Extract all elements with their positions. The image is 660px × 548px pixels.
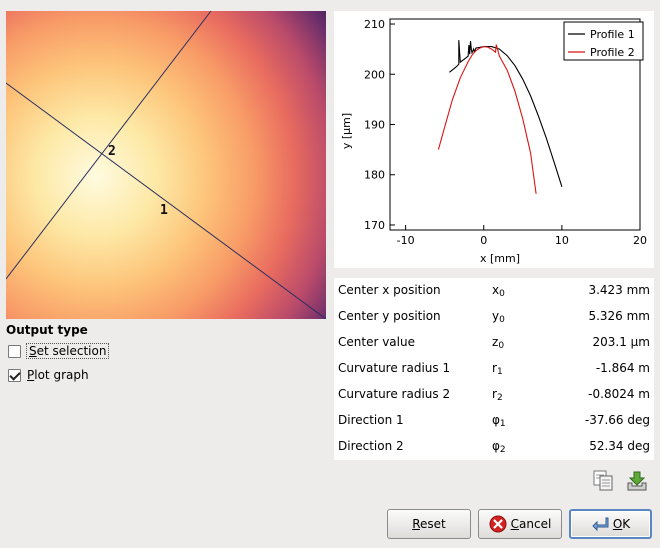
cancel-button[interactable]: Cancel <box>478 509 562 539</box>
result-symbol: φ1 <box>492 413 506 429</box>
copy-icon[interactable] <box>591 469 615 493</box>
series-line-profile-1 <box>449 40 563 187</box>
result-label: Direction 2 <box>338 439 404 453</box>
result-label: Center x position <box>338 283 441 297</box>
x-tick-label: 20 <box>633 234 647 247</box>
result-value: -37.66 deg <box>584 413 650 427</box>
result-symbol: x0 <box>492 283 505 299</box>
profile-line-2-label: 2 <box>108 144 116 159</box>
result-row-center-y: Center y position y0 5.326 mm <box>334 304 654 330</box>
plot-graph-checkbox[interactable]: Plot graph <box>8 366 89 384</box>
result-label: Curvature radius 1 <box>338 361 451 375</box>
height-map-image <box>6 11 326 319</box>
profile-line-1[interactable] <box>6 82 326 319</box>
result-label: Center value <box>338 335 415 349</box>
cancel-icon <box>489 515 507 533</box>
result-row-center-x: Center x position x0 3.423 mm <box>334 278 654 304</box>
legend: Profile 1 Profile 2 <box>563 21 644 61</box>
result-label: Curvature radius 2 <box>338 387 451 401</box>
y-tick-label: 210 <box>364 18 385 31</box>
legend-label-profile-2: Profile 2 <box>590 46 635 59</box>
result-symbol: r2 <box>492 387 503 403</box>
x-tick-label: -10 <box>397 234 415 247</box>
result-label: Center y position <box>338 309 441 323</box>
y-tick-label: 200 <box>364 68 385 81</box>
profile-graph: -10 0 10 20 170 180 190 200 210 Profile 1 Profil… <box>334 11 654 268</box>
save-icon[interactable] <box>625 469 649 493</box>
result-value: 203.1 µm <box>592 335 651 349</box>
result-symbol: φ2 <box>492 439 506 455</box>
y-tick-label: 190 <box>364 119 385 132</box>
x-tick-label: 10 <box>555 234 569 247</box>
profile-line-2[interactable] <box>6 11 212 280</box>
series-line-profile-2 <box>437 44 537 194</box>
result-value: 5.326 mm <box>588 309 650 323</box>
profile-line-1-label: 1 <box>160 203 168 218</box>
y-axis-label: y [µm] <box>340 113 353 149</box>
ok-button[interactable]: OK <box>569 509 652 539</box>
result-symbol: y0 <box>492 309 505 325</box>
result-value: 3.423 mm <box>588 283 650 297</box>
height-map-preview[interactable]: 1 2 <box>6 11 326 319</box>
result-symbol: z0 <box>492 335 505 351</box>
result-value: -0.8024 m <box>588 387 650 401</box>
legend-label-profile-1: Profile 1 <box>590 28 635 41</box>
legend-box <box>563 21 644 61</box>
x-tick-label: 0 <box>480 234 487 247</box>
y-tick-label: 170 <box>364 219 385 232</box>
plot-graph-box[interactable] <box>8 368 21 382</box>
result-value: 52.34 deg <box>589 439 650 453</box>
result-symbol: r1 <box>492 361 503 377</box>
result-row-curvature-1: Curvature radius 1 r1 -1.864 m <box>334 356 654 382</box>
result-label: Direction 1 <box>338 413 404 427</box>
output-type-heading: Output type <box>6 323 88 337</box>
set-selection-box[interactable] <box>8 344 21 358</box>
y-tick-label: 180 <box>364 169 385 182</box>
set-selection-label[interactable]: Set selection <box>25 343 110 359</box>
result-value: -1.864 m <box>595 361 650 375</box>
reset-button[interactable]: Reset <box>387 509 471 539</box>
result-row-curvature-2: Curvature radius 2 r2 -0.8024 m <box>334 382 654 408</box>
x-axis-label: x [mm] <box>480 252 520 265</box>
result-row-center-value: Center value z0 203.1 µm <box>334 330 654 356</box>
plot-graph-label[interactable]: Plot graph <box>27 368 89 382</box>
result-row-direction-1: Direction 1 φ1 -37.66 deg <box>334 408 654 434</box>
results-table: Center x position x0 3.423 mm Center y p… <box>334 278 654 460</box>
enter-arrow-icon <box>592 517 609 532</box>
result-row-direction-2: Direction 2 φ2 52.34 deg <box>334 434 654 460</box>
set-selection-checkbox[interactable]: Set selection <box>8 342 110 360</box>
